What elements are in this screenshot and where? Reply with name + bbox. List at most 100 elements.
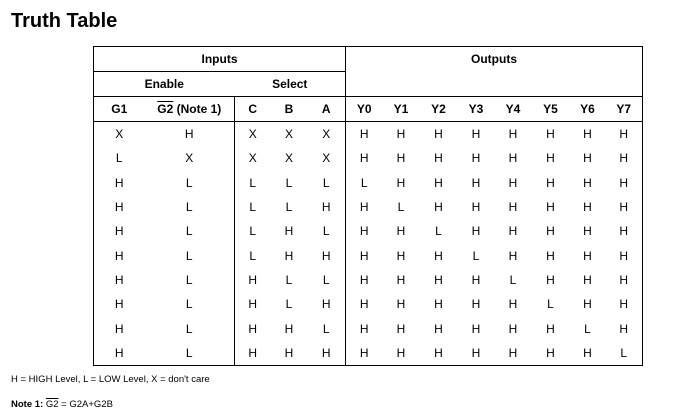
table-cell-y5: H [546, 345, 555, 360]
table-cell-y0: L [360, 175, 368, 190]
table-cell-y5: H [546, 321, 555, 336]
col-header-y7: Y7 [605, 96, 643, 122]
note-g2-overline: G2 [45, 399, 59, 410]
table-cell-y0: H [359, 200, 369, 215]
table-cell-a: H [307, 243, 346, 268]
table-cell-y4: H [508, 127, 518, 142]
table-cell-y5: H [546, 224, 555, 239]
table-cell-y2: H [434, 345, 443, 360]
table-cell-g1: H [114, 345, 124, 360]
table-cell-g2: L [144, 267, 235, 293]
table-cell-b: L [285, 175, 293, 190]
table-cell-y1: H [396, 127, 406, 142]
note-equation: = G2A+G2B [58, 399, 113, 410]
table-cell-b: L [285, 297, 293, 312]
col-header-y5: Y5 [531, 96, 570, 122]
truth-table: Inputs Outputs Enable Select G1 G2 (Note… [93, 46, 643, 366]
table-cell-y5: L [547, 297, 554, 312]
table-cell-y6: H [583, 175, 592, 190]
table-cell-g2: L [144, 194, 235, 220]
table-cell-y2: H [434, 297, 443, 312]
table-cell-y2: H [434, 248, 443, 263]
col-header-y6: Y6 [569, 96, 606, 122]
table-cell-y3: L [472, 248, 480, 263]
note-label: Note 1: [11, 399, 46, 410]
table-cell-y5: H [546, 127, 555, 142]
table-cell-a: L [307, 170, 346, 195]
table-cell-y7: H [619, 175, 629, 190]
table-cell-y0: H [359, 248, 369, 263]
table-cell-y3: H [471, 200, 481, 215]
col-header-g1: G1 [93, 96, 145, 122]
table-cell-y7: H [619, 321, 629, 336]
table-cell-y6: H [583, 151, 592, 166]
col-header-g2: G2 (Note 1) [144, 96, 235, 122]
table-cell-y0: H [359, 127, 369, 142]
col-header-y0: Y0 [345, 96, 383, 122]
table-cell-b: H [284, 345, 294, 360]
table-cell-c: X [248, 151, 257, 166]
table-cell-g1: H [114, 321, 124, 336]
table-cell-c: H [248, 321, 258, 336]
table-cell-a: H [307, 194, 346, 220]
table-cell-y1: H [396, 297, 406, 312]
table-cell-y4: H [508, 345, 518, 360]
select-group-header: Select [234, 71, 346, 97]
table-cell-g2: L [144, 340, 235, 366]
table-cell-c: L [249, 224, 257, 239]
table-cell-b: X [284, 151, 293, 166]
table-cell-g1: X [115, 127, 124, 142]
table-cell-b: X [284, 127, 293, 142]
table-cell-y7: H [619, 200, 629, 215]
table-cell-g1: H [114, 224, 124, 239]
table-cell-b: H [284, 321, 294, 336]
col-header-y1: Y1 [382, 96, 420, 122]
table-cell-y2: H [434, 127, 443, 142]
table-cell-g1: H [114, 200, 124, 215]
table-cell-g2: L [144, 170, 235, 195]
table-cell-y2: L [435, 224, 442, 239]
table-cell-y7: H [619, 248, 629, 263]
legend-text: H = HIGH Level, L = LOW Level, X = don't… [11, 374, 210, 385]
table-cell-b: L [285, 200, 293, 215]
table-cell-g1: H [114, 248, 124, 263]
table-cell-g2: L [144, 243, 235, 268]
col-header-c: C [234, 96, 271, 122]
table-cell-y1: H [396, 224, 406, 239]
table-cell-y3: H [471, 272, 481, 287]
column-header-row: G1 G2 (Note 1) C B A Y0 Y1 Y2 Y3 Y4 Y5 Y… [93, 96, 643, 122]
table-cell-a: X [307, 121, 346, 147]
col-header-a: A [307, 96, 346, 122]
col-header-b: B [270, 96, 308, 122]
table-cell-c: L [249, 200, 257, 215]
table-cell-y1: H [396, 345, 406, 360]
table-cell-y4: H [508, 248, 518, 263]
table-cell-y6: L [584, 321, 591, 336]
table-cell-c: H [248, 272, 258, 287]
table-cell-y4: H [508, 175, 518, 190]
g2-overline-label: G2 [157, 102, 174, 116]
table-cell-a: X [307, 146, 346, 171]
outputs-group-header: Outputs [345, 46, 643, 97]
table-cell-c: L [249, 175, 257, 190]
table-cell-y4: H [508, 200, 518, 215]
table-cell-g2: X [144, 146, 235, 171]
col-header-y3: Y3 [457, 96, 495, 122]
table-cell-y3: H [471, 127, 481, 142]
col-header-y2: Y2 [419, 96, 458, 122]
table-cell-y7: H [619, 127, 629, 142]
table-cell-y7: L [620, 345, 628, 360]
table-cell-y0: H [359, 272, 369, 287]
table-cell-y0: H [359, 345, 369, 360]
table-cell-y1: H [396, 175, 406, 190]
